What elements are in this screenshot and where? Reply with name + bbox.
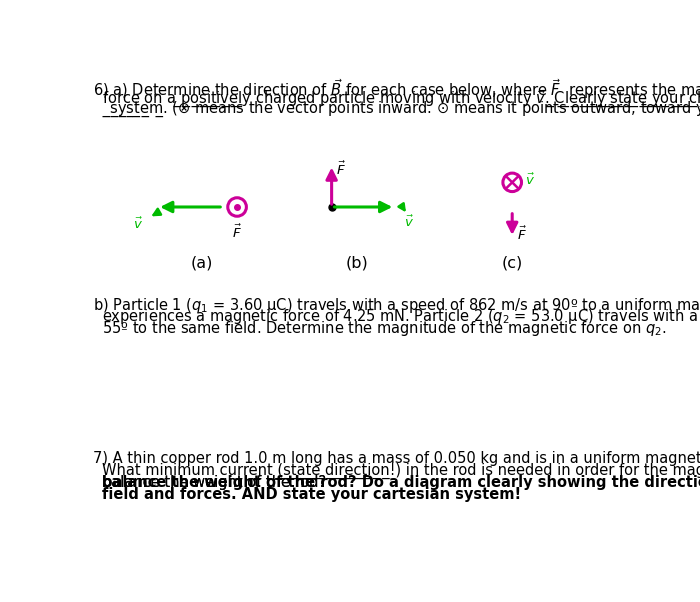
Text: experiences a magnetic force of 4.25 mN. Particle 2 ($q_2$ = 53.0 μC) travels wi: experiences a magnetic force of 4.25 mN.… [102,308,700,326]
Text: $\vec{F}$: $\vec{F}$ [517,225,526,243]
Text: balance the weight of the rod? ​Do a diagram clearly showing the direction of th: balance the weight of the rod? ​Do a dia… [102,475,700,490]
Text: b) Particle 1 ($q_1$ = 3.60 μC) travels with a speed of 862 m/s at 90º to a unif: b) Particle 1 ($q_1$ = 3.60 μC) travels … [93,296,700,314]
Text: $\vec{v}$: $\vec{v}$ [524,173,535,188]
Text: What minimum current (̲s̲t̲a̲t̲e̲ ̲d̲i̲r̲e̲c̲t̲i̲o̲n̲!) in the rod is needed in : What minimum current (̲s̲t̲a̲t̲e̲ ̲d̲i̲r… [102,463,700,479]
Text: $\vec{F}$: $\vec{F}$ [232,224,242,241]
Text: balance the weight of the rod?: balance the weight of the rod? [102,475,331,490]
Text: 7) A thin copper rod 1.0 m long has a mass of 0.050 kg and is in a uniform magne: 7) A thin copper rod 1.0 m long has a ma… [93,451,700,466]
Text: (a): (a) [191,255,214,270]
Text: (c): (c) [502,255,523,270]
Text: (b): (b) [346,255,369,270]
Text: $\vec{v}$: $\vec{v}$ [133,216,143,232]
Text: 6) a) Determine the direction of $\vec{B}$ for each case below, where $\vec{F}$ : 6) a) Determine the direction of $\vec{B… [93,78,700,102]
Text: ̲s̲y̲s̲t̲e̲m̲. ($\otimes$ means the vector points inward. $\odot$ means it point: ̲s̲y̲s̲t̲e̲m̲. ($\otimes$ means the vect… [102,99,700,119]
Text: $\vec{v}$: $\vec{v}$ [405,215,414,230]
Text: field and forces. AND state your cartesian system!: field and forces. AND state your cartesi… [102,487,522,502]
Text: balance the weight of the rod?: balance the weight of the rod? [102,475,331,490]
Text: force on a ̲p̲o̲s̲i̲t̲i̲v̲e̲l̲y charged particle moving with velocity $\vec{v}$.: force on a ̲p̲o̲s̲i̲t̲i̲v̲e̲l̲y charged … [102,88,700,110]
Text: 55º to the same field. Determine the magnitude of the magnetic force on $q_2$.: 55º to the same field. Determine the mag… [102,320,667,338]
Text: $\vec{F}$: $\vec{F}$ [335,161,345,178]
